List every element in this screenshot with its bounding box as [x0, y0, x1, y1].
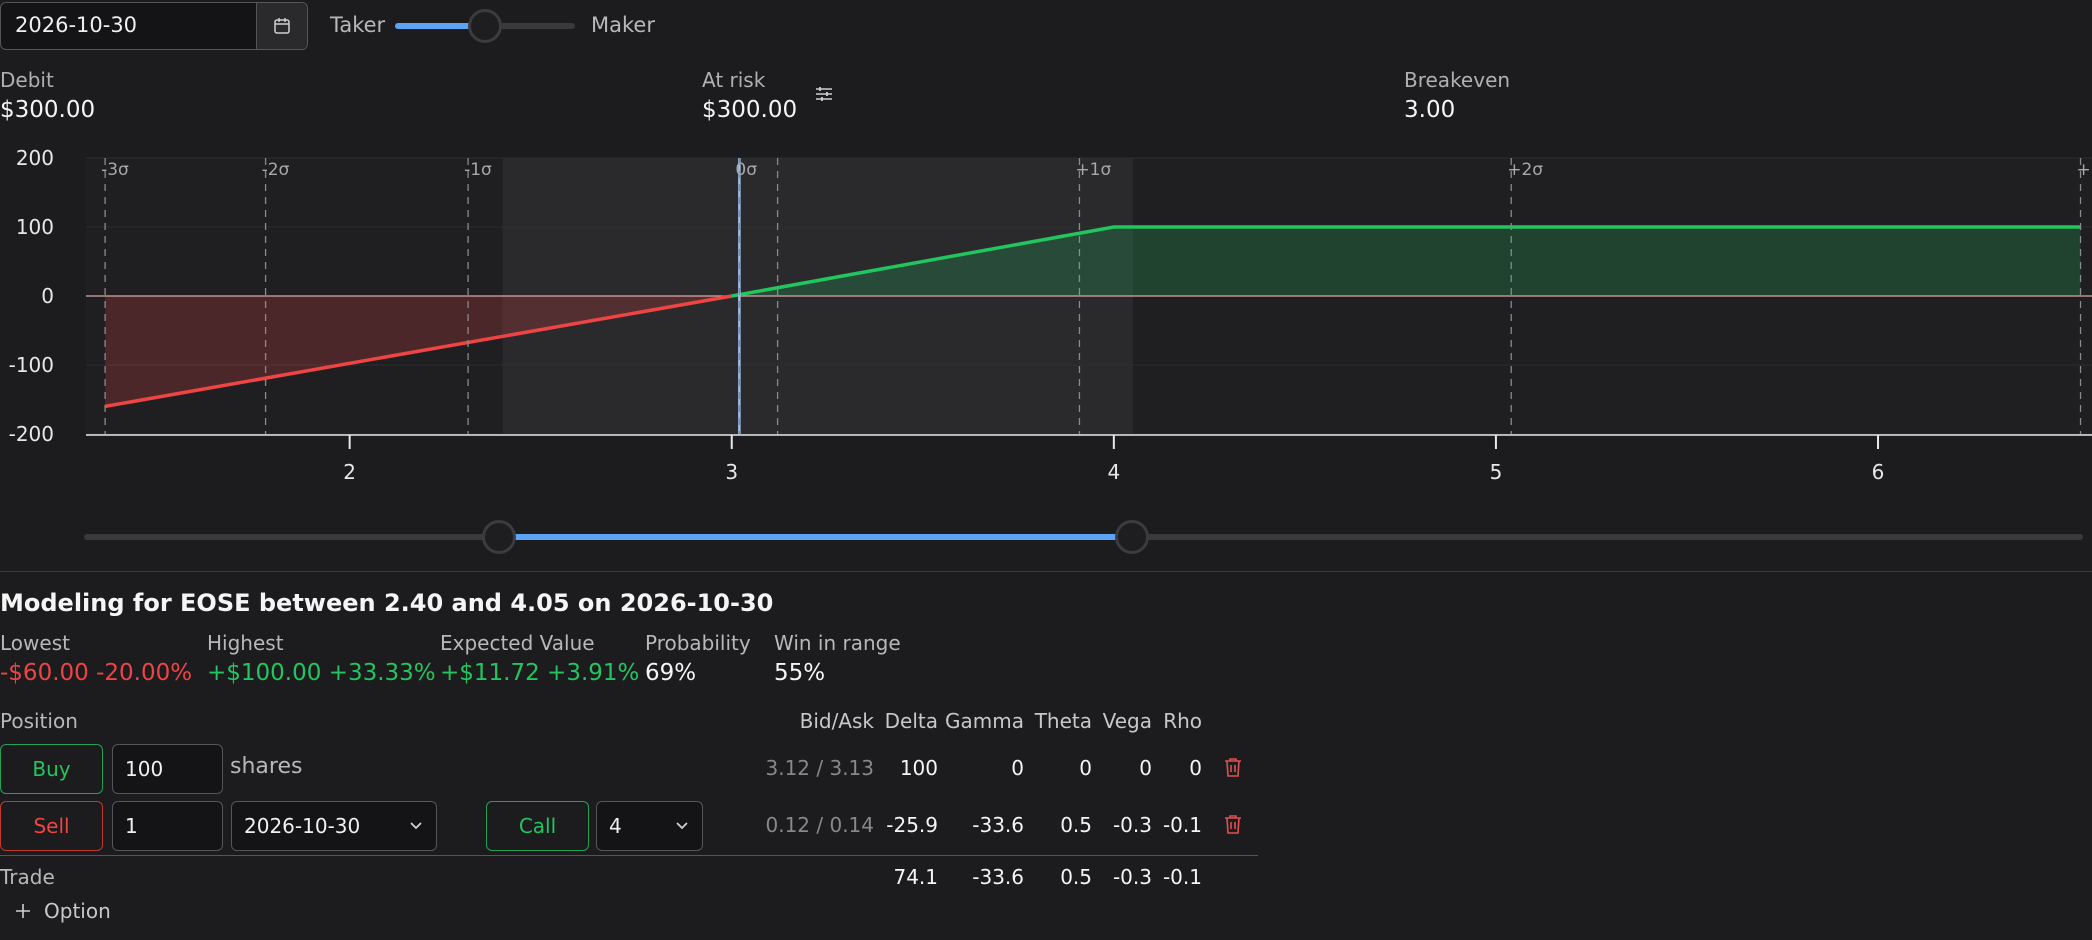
probability-value: 69% — [645, 660, 697, 686]
row1-gamma: 0 — [1011, 756, 1024, 780]
at-risk-value: $300.00 — [702, 97, 798, 123]
row1-bidask: 3.12 / 3.13 — [765, 756, 874, 780]
profit-area — [731, 227, 2081, 296]
trade-vega: -0.3 — [1112, 865, 1152, 889]
debit-label: Debit — [0, 68, 54, 92]
chevron-down-icon — [410, 822, 422, 830]
calendar-icon — [274, 18, 290, 34]
highest-value: +$100.00 +33.33% — [207, 660, 436, 686]
col-theta: Theta — [1034, 709, 1092, 733]
add-option-button[interactable]: Option — [14, 899, 111, 923]
price-range-fill — [502, 534, 1133, 540]
col-gamma: Gamma — [945, 709, 1024, 733]
row1-delta: 100 — [899, 756, 938, 780]
range-high-handle[interactable] — [1114, 520, 1149, 554]
sliders-icon — [816, 87, 832, 101]
sigma-label: -3σ — [101, 160, 129, 180]
strike-value: 4 — [609, 814, 622, 838]
y-tick-label: 200 — [16, 146, 54, 170]
date-value[interactable]: 2026-10-30 — [15, 13, 138, 37]
option-quantity-input[interactable]: 1 — [112, 801, 223, 851]
row2-bidask: 0.12 / 0.14 — [765, 813, 874, 837]
sigma-label: -2σ — [262, 160, 290, 180]
row2-theta: 0.5 — [1060, 813, 1092, 837]
row2-rho: -0.1 — [1162, 813, 1202, 837]
y-tick-label: 0 — [41, 284, 54, 308]
call-put-toggle-button[interactable]: Call — [486, 801, 589, 851]
y-tick-label: -100 — [9, 353, 54, 377]
row2-vega: -0.3 — [1112, 813, 1152, 837]
probability-label: Probability — [645, 631, 751, 655]
payoff-chart[interactable]: -3σ -2σ -1σ 0σ +1σ +2σ +3σ 200 100 0 -100 -200 2 3 4… — [0, 140, 2092, 500]
loss-line — [104, 294, 733, 409]
row1-rho: 0 — [1189, 756, 1202, 780]
plus-icon — [16, 904, 30, 918]
sigma-label: 0σ — [735, 160, 757, 180]
profit-line — [731, 225, 2081, 298]
row1-theta: 0 — [1079, 756, 1092, 780]
trade-rho: -0.1 — [1162, 865, 1202, 889]
expiry-select[interactable]: 2026-10-30 — [231, 801, 437, 851]
trade-label: Trade — [0, 865, 55, 889]
row2-gamma: -33.6 — [972, 813, 1024, 837]
buy-toggle-button[interactable]: Buy — [0, 744, 103, 794]
maker-label: Maker — [591, 13, 655, 37]
taker-label: Taker — [330, 13, 386, 37]
sigma-label: +3σ — [2077, 160, 2092, 180]
x-tick-label: 6 — [1872, 460, 1885, 484]
lowest-label: Lowest — [0, 631, 70, 655]
expiry-value: 2026-10-30 — [244, 814, 361, 838]
highest-label: Highest — [207, 631, 284, 655]
at-risk-label: At risk — [702, 68, 766, 92]
debit-value: $300.00 — [0, 97, 96, 123]
row1-vega: 0 — [1139, 756, 1152, 780]
lowest-value: -$60.00 -20.00% — [0, 660, 193, 686]
range-low-handle[interactable] — [482, 520, 517, 554]
col-bidask: Bid/Ask — [799, 709, 874, 733]
sigma-label: +2σ — [1507, 160, 1543, 180]
trade-divider — [0, 855, 1258, 856]
delete-row2-button[interactable] — [1223, 813, 1243, 839]
taker-maker-handle[interactable] — [468, 9, 502, 43]
row2-delta: -25.9 — [886, 813, 938, 837]
position-header: Position — [0, 709, 78, 733]
win-in-range-value: 55% — [774, 660, 826, 686]
sigma-label: -1σ — [464, 160, 492, 180]
delete-row1-button[interactable] — [1223, 756, 1243, 782]
breakeven-value: 3.00 — [1404, 97, 1456, 123]
trade-theta: 0.5 — [1060, 865, 1092, 889]
shares-quantity-input[interactable]: 100 — [112, 744, 223, 794]
x-tick-label: 2 — [343, 460, 356, 484]
x-tick-label: 3 — [725, 460, 738, 484]
y-tick-label: -200 — [9, 422, 54, 446]
calendar-button[interactable] — [256, 3, 307, 49]
divider — [0, 571, 2092, 572]
chevron-down-icon — [676, 822, 688, 830]
add-option-label: Option — [44, 899, 111, 923]
x-tick-label: 5 — [1490, 460, 1503, 484]
expected-value-label: Expected Value — [440, 631, 595, 655]
trash-icon — [1225, 758, 1241, 777]
breakeven-label: Breakeven — [1404, 68, 1511, 92]
adjust-risk-button[interactable] — [814, 84, 834, 108]
expected-value-value: +$11.72 +3.91% — [440, 660, 640, 686]
strike-select[interactable]: 4 — [596, 801, 703, 851]
win-in-range-label: Win in range — [774, 631, 901, 655]
shares-unit-label: shares — [230, 754, 303, 779]
x-tick-label: 4 — [1107, 460, 1120, 484]
trade-gamma: -33.6 — [972, 865, 1024, 889]
trade-delta: 74.1 — [893, 865, 938, 889]
col-delta: Delta — [884, 709, 938, 733]
col-rho: Rho — [1163, 709, 1202, 733]
taker-maker-fill — [395, 23, 485, 29]
trash-icon — [1225, 815, 1241, 834]
modeling-heading: Modeling for EOSE between 2.40 and 4.05 … — [0, 589, 774, 617]
y-tick-label: 100 — [16, 215, 54, 239]
date-input[interactable]: 2026-10-30 — [0, 2, 308, 50]
col-vega: Vega — [1102, 709, 1152, 733]
sell-toggle-button[interactable]: Sell — [0, 801, 103, 851]
sigma-label: +1σ — [1075, 160, 1111, 180]
